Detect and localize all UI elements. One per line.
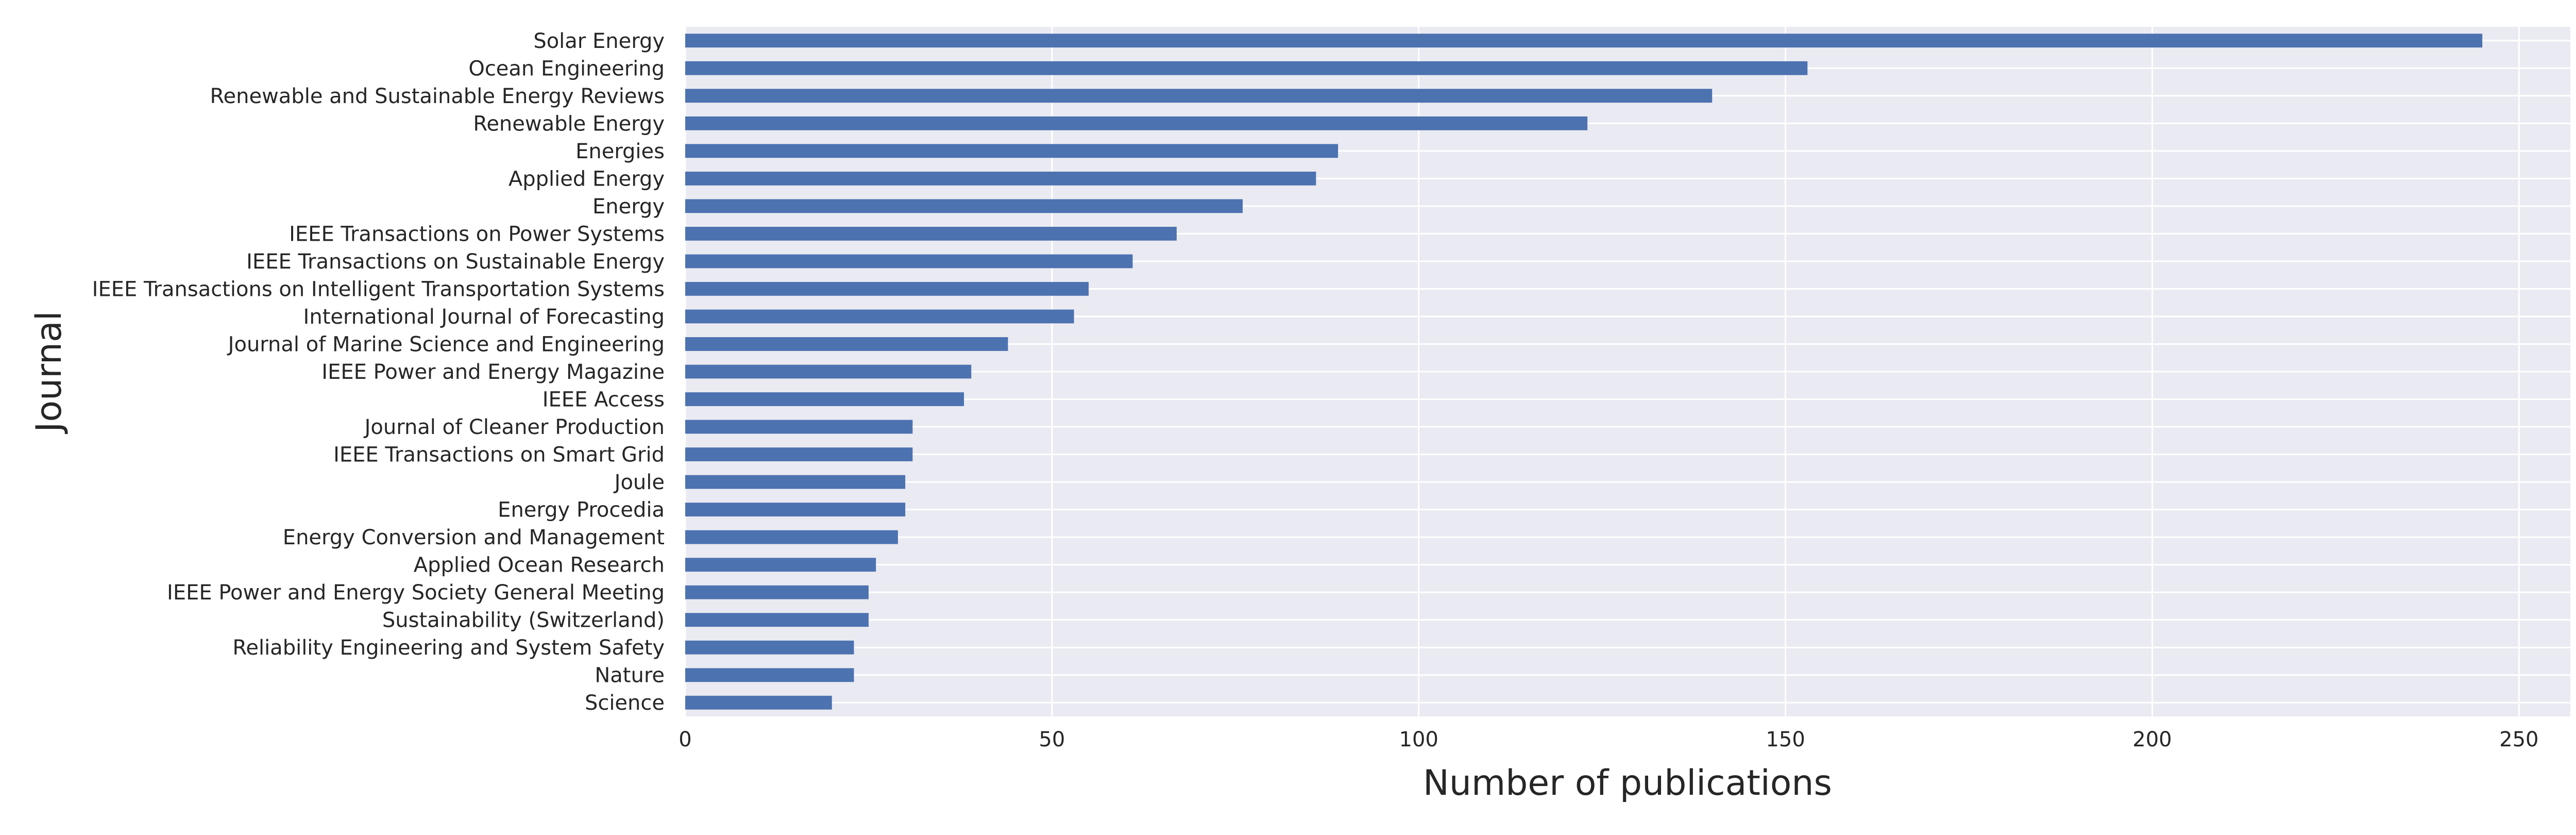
- bar: [685, 309, 1074, 324]
- category-label: Renewable and Sustainable Energy Reviews: [210, 85, 665, 108]
- bar: [685, 420, 913, 434]
- bar: [685, 116, 1588, 130]
- x-tick-label: 50: [1039, 728, 1065, 751]
- x-tick-label: 250: [2499, 728, 2538, 751]
- category-label: IEEE Power and Energy Magazine: [321, 360, 665, 384]
- category-label: IEEE Transactions on Intelligent Transpo…: [92, 277, 665, 301]
- x-tick-labels: 0 50 100 150 200 250: [679, 728, 2538, 751]
- y-axis-title: Journal: [29, 311, 70, 434]
- bar: [685, 337, 1008, 351]
- category-label: IEEE Access: [543, 388, 665, 412]
- category-label: Energy Procedia: [498, 498, 665, 522]
- category-label: Sustainability (Switzerland): [382, 609, 665, 632]
- bar: [685, 34, 2483, 48]
- category-label: Renewable Energy: [473, 112, 665, 136]
- bar: [685, 475, 906, 489]
- bar: [685, 89, 1713, 103]
- category-label: Applied Energy: [509, 167, 665, 191]
- category-label: Ocean Engineering: [468, 57, 665, 80]
- category-label: Nature: [595, 664, 665, 688]
- category-label: Joule: [613, 471, 665, 494]
- bar: [685, 144, 1338, 158]
- bar: [685, 530, 898, 544]
- bar: [685, 254, 1133, 269]
- bar: [685, 668, 854, 682]
- x-tick-label: 0: [679, 728, 691, 751]
- category-label: IEEE Transactions on Power Systems: [289, 222, 665, 246]
- x-tick-label: 150: [1766, 728, 1805, 751]
- bar: [685, 613, 869, 627]
- category-labels: Solar Energy Ocean Engineering Renewable a…: [92, 29, 665, 715]
- bar: [685, 503, 906, 516]
- category-label: Solar Energy: [533, 29, 665, 53]
- category-label: International Journal of Forecasting: [303, 305, 665, 329]
- bar: [685, 282, 1089, 296]
- bar: [685, 199, 1243, 213]
- category-label: Energies: [575, 140, 665, 163]
- category-label: Reliability Engineering and System Safet…: [232, 636, 665, 660]
- category-label: Science: [585, 691, 665, 715]
- category-label: Energy: [592, 195, 665, 219]
- category-label: IEEE Transactions on Smart Grid: [333, 443, 665, 467]
- category-label: Energy Conversion and Management: [283, 526, 665, 549]
- bar: [685, 364, 972, 379]
- category-label: Applied Ocean Research: [414, 554, 665, 577]
- category-label: Journal of Marine Science and Engineerin…: [227, 332, 665, 356]
- bar: [685, 227, 1177, 241]
- bar: [685, 585, 869, 599]
- x-axis-title: Number of publications: [1423, 763, 1832, 804]
- x-tick-label: 200: [2132, 728, 2172, 751]
- bar: [685, 171, 1316, 186]
- bar: [685, 447, 913, 461]
- x-tick-label: 100: [1399, 728, 1438, 751]
- category-label: Journal of Cleaner Production: [363, 415, 665, 439]
- bar: [685, 640, 854, 655]
- category-label: IEEE Power and Energy Society General Me…: [167, 581, 665, 605]
- bar: [685, 61, 1808, 75]
- bar: [685, 392, 964, 406]
- bar: [685, 558, 876, 572]
- bars: [685, 34, 2483, 710]
- bar: [685, 695, 832, 710]
- category-label: IEEE Transactions on Sustainable Energy: [246, 250, 665, 274]
